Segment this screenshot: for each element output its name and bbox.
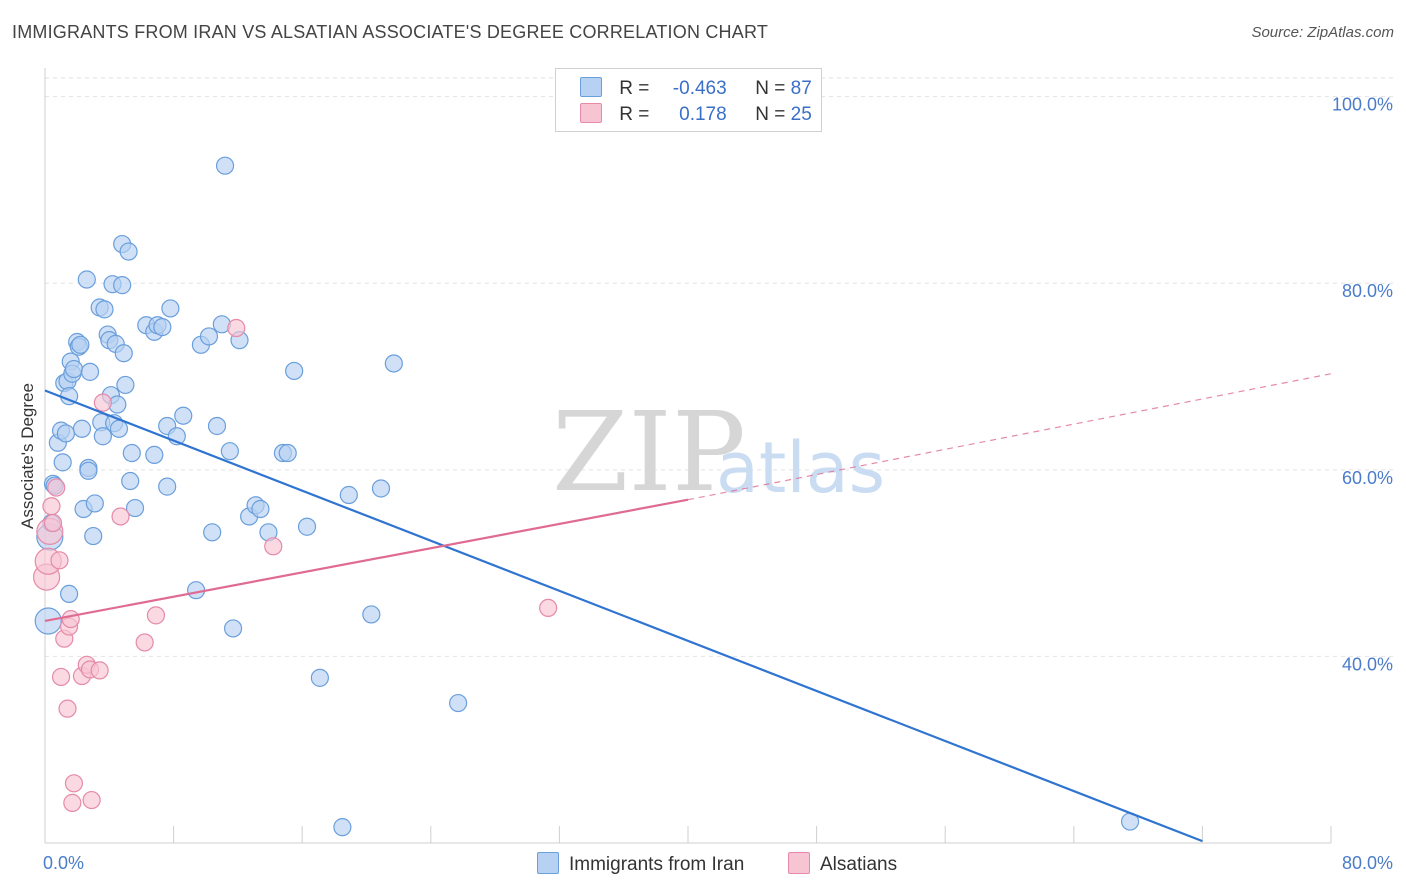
legend-n-value-iran: 87 <box>790 78 812 99</box>
y-tick-label: 80.0% <box>1342 281 1393 301</box>
point-iran <box>251 499 270 519</box>
x-tick-label-max: 80.0% <box>1342 853 1393 873</box>
point-iran <box>207 416 227 436</box>
trend-lines <box>44 373 1332 843</box>
point-alsatians <box>227 318 246 338</box>
point-iran <box>116 375 135 395</box>
x-tick-label-min: 0.0% <box>43 853 84 873</box>
point-alsatians <box>64 774 84 793</box>
point-iran <box>333 818 352 837</box>
point-alsatians <box>43 513 63 533</box>
point-iran <box>64 359 84 379</box>
y-tick-label: 40.0% <box>1342 654 1393 674</box>
point-iran <box>449 693 468 713</box>
point-iran <box>114 344 133 363</box>
bottom-legend-swatch-iran <box>537 852 559 874</box>
point-iran <box>153 317 172 337</box>
legend-r-label: R = <box>619 104 650 125</box>
watermark-atlas: atlas <box>716 427 885 509</box>
point-alsatians <box>47 478 66 497</box>
y-axis-label: Associate's Degree <box>18 383 37 529</box>
point-iran <box>158 477 177 496</box>
point-alsatians <box>539 598 558 618</box>
point-iran <box>285 361 304 381</box>
point-alsatians <box>111 507 130 526</box>
point-iran <box>310 668 329 687</box>
bottom-legend-label-iran: Immigrants from Iran <box>569 854 745 875</box>
legend-row-iran: R = -0.463 N = 87 <box>580 77 812 100</box>
y-tick-label: 60.0% <box>1342 468 1393 488</box>
legend-swatch-alsatians <box>580 103 602 123</box>
point-iran <box>362 605 381 624</box>
point-iran <box>77 270 96 289</box>
point-alsatians <box>146 606 166 625</box>
bottom-legend-label-alsatians: Alsatians <box>820 854 898 875</box>
legend-r-value-alsatians: 0.178 <box>679 104 727 125</box>
point-iran <box>187 581 206 600</box>
point-iran <box>297 517 317 536</box>
point-alsatians <box>90 661 109 680</box>
point-alsatians <box>82 790 101 810</box>
bottom-legend-alsatians: Alsatians <box>788 852 897 876</box>
point-iran <box>85 494 104 513</box>
point-alsatians <box>135 633 154 652</box>
point-iran <box>125 498 145 518</box>
point-iran <box>122 443 141 463</box>
point-iran <box>56 424 75 443</box>
bottom-legend-swatch-alsatians <box>788 852 810 874</box>
legend-r-label: R = <box>619 78 650 99</box>
y-tick-label: 100.0% <box>1332 95 1393 115</box>
point-iran <box>95 300 114 319</box>
point-iran <box>371 479 391 498</box>
point-iran <box>53 453 72 472</box>
point-iran <box>71 335 90 354</box>
point-alsatians <box>42 497 61 516</box>
trend-line-alsatians <box>44 498 689 623</box>
point-iran <box>121 471 140 491</box>
point-alsatians <box>58 699 77 718</box>
tick-labels: 40.0% 60.0% 80.0% 100.0% 0.0% 80.0% <box>43 95 1393 873</box>
point-alsatians <box>63 793 82 812</box>
legend-n-label: N = <box>755 78 786 99</box>
legend-r-value-iran: -0.463 <box>672 78 727 99</box>
point-alsatians <box>50 551 69 570</box>
point-iran <box>119 242 138 261</box>
point-iran <box>384 354 403 373</box>
point-iran <box>174 406 193 425</box>
point-iran <box>60 584 79 604</box>
stats-legend: R = -0.463 N = 87 R = 0.178 N = 25 <box>555 68 822 132</box>
point-iran <box>113 276 132 295</box>
point-iran <box>80 362 100 381</box>
legend-row-alsatians: R = 0.178 N = 25 <box>580 103 812 126</box>
point-iran <box>223 619 243 638</box>
point-iran <box>220 442 239 461</box>
point-iran <box>199 327 219 346</box>
point-iran <box>93 427 112 446</box>
point-iran <box>79 461 98 480</box>
gridlines <box>45 77 1394 657</box>
legend-n-label: N = <box>755 104 786 125</box>
bottom-legend-iran: Immigrants from Iran <box>537 852 744 876</box>
point-iran <box>109 419 129 438</box>
legend-n-value-alsatians: 25 <box>790 104 812 125</box>
source-label: Source: ZipAtlas.com <box>1251 24 1394 41</box>
point-iran <box>278 443 297 463</box>
point-iran <box>203 523 222 542</box>
point-iran <box>339 485 358 505</box>
point-alsatians <box>93 393 112 412</box>
point-iran <box>161 299 180 318</box>
axes <box>44 68 1332 844</box>
point-iran <box>215 156 235 175</box>
point-iran <box>145 445 164 465</box>
point-alsatians <box>51 667 71 687</box>
data-points <box>33 156 1140 837</box>
point-alsatians <box>264 537 283 556</box>
point-iran <box>72 419 92 438</box>
trend-line-iran <box>44 389 1203 843</box>
point-alsatians <box>61 609 80 629</box>
chart-title: IMMIGRANTS FROM IRAN VS ALSATIAN ASSOCIA… <box>12 22 769 42</box>
legend-swatch-iran <box>580 77 602 97</box>
point-iran <box>84 526 103 546</box>
